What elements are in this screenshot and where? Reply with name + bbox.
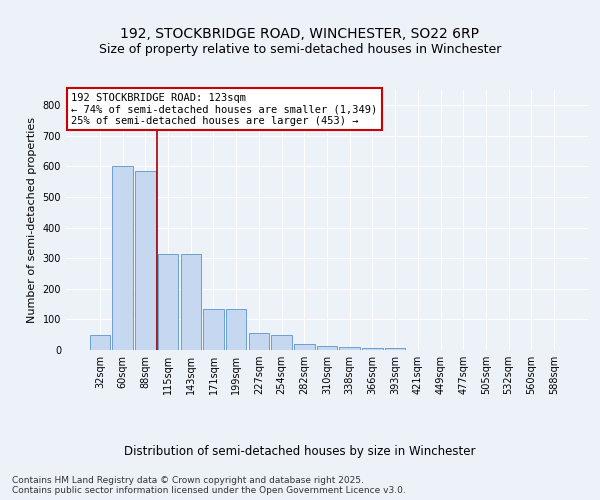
Text: 192, STOCKBRIDGE ROAD, WINCHESTER, SO22 6RP: 192, STOCKBRIDGE ROAD, WINCHESTER, SO22 … [121, 28, 479, 42]
Bar [340, 347, 360, 350]
Bar [294, 344, 314, 350]
Text: Size of property relative to semi-detached houses in Winchester: Size of property relative to semi-detach… [99, 42, 501, 56]
Text: Contains HM Land Registry data © Crown copyright and database right 2025.
Contai: Contains HM Land Registry data © Crown c… [12, 476, 406, 495]
Bar [112, 166, 133, 350]
Bar [135, 171, 155, 350]
Bar [271, 334, 292, 350]
Bar [385, 348, 406, 350]
Bar [362, 348, 383, 350]
Y-axis label: Number of semi-detached properties: Number of semi-detached properties [27, 117, 37, 323]
Bar [226, 308, 247, 350]
Text: 192 STOCKBRIDGE ROAD: 123sqm
← 74% of semi-detached houses are smaller (1,349)
2: 192 STOCKBRIDGE ROAD: 123sqm ← 74% of se… [71, 92, 377, 126]
Bar [181, 254, 201, 350]
Bar [90, 334, 110, 350]
Bar [317, 346, 337, 350]
Bar [158, 254, 178, 350]
Bar [248, 333, 269, 350]
Text: Distribution of semi-detached houses by size in Winchester: Distribution of semi-detached houses by … [124, 444, 476, 458]
Bar [203, 308, 224, 350]
